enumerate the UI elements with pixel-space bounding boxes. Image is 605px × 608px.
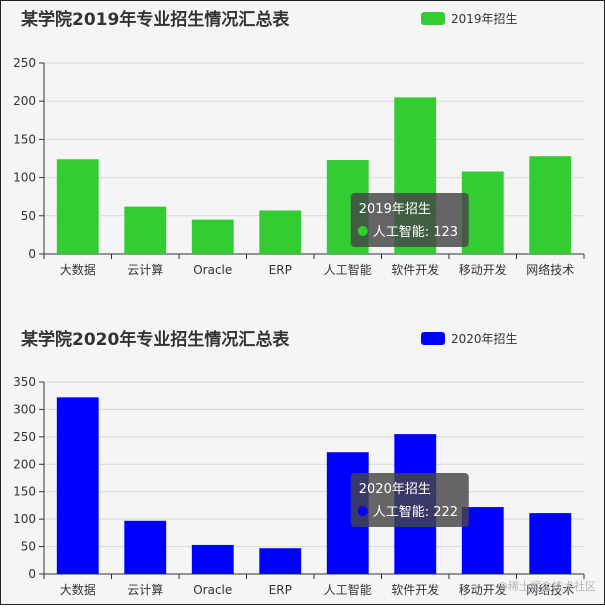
tooltip-value: 人工智能: 123 [373,225,458,240]
chart-title: 某学院2019年专业招生情况汇总表 [21,9,290,30]
x-tick-label: 大数据 [60,262,96,277]
x-tick-label: 移动开发 [459,262,507,277]
bar-大数据[interactable] [56,159,99,254]
y-tick-label: 0 [28,247,36,261]
tooltip-box [350,473,469,527]
bar-云计算[interactable] [124,206,167,254]
legend-swatch [421,12,445,25]
watermark: @稀土掘金技术社区 [497,580,596,593]
bar-移动开发[interactable] [461,171,504,254]
legend-label: 2019年招生 [451,12,518,26]
y-tick-label: 300 [13,402,36,416]
x-tick-label: 人工智能 [324,262,372,277]
legend[interactable]: 2019年招生 [421,12,518,26]
tooltip-title: 2019年招生 [359,202,431,217]
y-tick-label: 150 [13,485,36,499]
bar-ERP[interactable] [259,210,302,254]
bar-云计算[interactable] [124,520,167,574]
y-tick-label: 200 [13,457,36,471]
legend-label: 2020年招生 [451,332,518,346]
bar-移动开发[interactable] [461,507,504,574]
tooltip-value: 人工智能: 222 [373,505,458,520]
x-tick-label: Oracle [193,583,232,597]
y-tick-label: 100 [13,171,36,185]
x-tick-label: 移动开发 [459,582,507,597]
x-tick-label: Oracle [193,263,232,277]
tooltip-title: 2020年招生 [359,482,431,497]
x-tick-label: ERP [269,263,292,277]
bar-Oracle[interactable] [191,219,234,254]
tooltip-box [350,193,469,247]
y-tick-label: 50 [21,209,36,223]
x-tick-label: 云计算 [127,582,163,597]
bar-Oracle[interactable] [191,544,234,574]
y-tick-label: 0 [28,567,36,581]
tooltip-marker [357,226,368,236]
y-tick-label: 50 [21,540,36,554]
x-tick-label: 网络技术 [526,262,574,277]
y-tick-label: 250 [13,56,36,70]
x-tick-label: 网络技术 [526,582,574,597]
y-tick-label: 150 [13,132,36,146]
chart-2019-panel: 某学院2019年专业招生情况汇总表 2019年招生 0 50 100 150 200 250 大… [1,1,604,301]
chart-2020-panel: 某学院2020年专业招生情况汇总表 2020年招生 0 50 100 150 200 250 3… [1,321,604,604]
bar-网络技术[interactable] [529,513,572,574]
tooltip-marker [357,506,368,516]
x-tick-label: 大数据 [60,582,96,597]
y-tick-label: 100 [13,512,36,526]
chart-2019: 某学院2019年专业招生情况汇总表 2019年招生 0 50 100 150 200 250 大… [13,9,585,277]
legend[interactable]: 2020年招生 [421,332,518,346]
x-tick-label: 人工智能 [324,582,372,597]
x-tick-label: 软件开发 [391,262,439,277]
bar-大数据[interactable] [56,397,99,574]
bar-网络技术[interactable] [529,156,572,254]
x-tick-label: 软件开发 [391,582,439,597]
x-tick-label: 云计算 [127,262,163,277]
legend-swatch [421,332,445,345]
y-tick-label: 350 [13,375,36,389]
chart-2020: 某学院2020年专业招生情况汇总表 2020年招生 0 50 100 150 200 250 3… [13,329,585,597]
y-tick-label: 250 [13,430,36,444]
bar-ERP[interactable] [259,548,302,574]
x-tick-label: ERP [269,583,292,597]
y-tick-label: 200 [13,94,36,108]
chart-title: 某学院2020年专业招生情况汇总表 [21,329,290,350]
